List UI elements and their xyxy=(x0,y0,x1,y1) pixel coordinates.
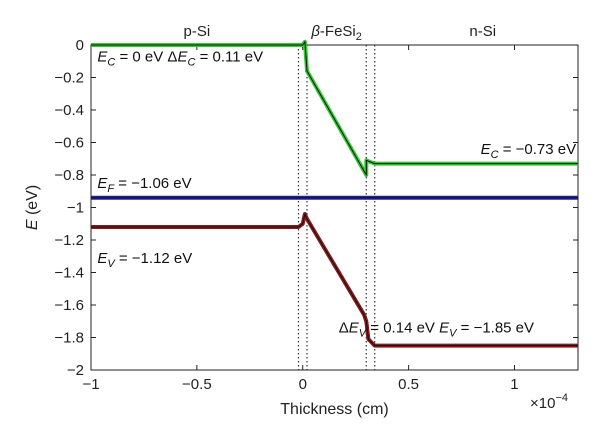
y-tick-label-0: 0 xyxy=(76,37,84,54)
series-ec-core xyxy=(91,41,578,176)
y-tick-label-2: −0.4 xyxy=(54,102,84,119)
y-tick-label-3: −0.6 xyxy=(54,135,84,152)
x-tick-label-1: −0.5 xyxy=(182,376,212,393)
y-axis-title: E (eV) xyxy=(24,185,41,230)
x-tick-label-0: −1 xyxy=(82,376,99,393)
y-tick-label-6: −1.2 xyxy=(54,232,84,249)
annotation-ev-pSi: EV = −1.12 eV xyxy=(97,250,192,270)
annotation-ev-nSi: ΔEV = 0.14 eV EV = −1.85 eV xyxy=(339,320,534,340)
y-tick-label-9: −1.8 xyxy=(54,330,84,347)
region-label-p-si: p-Si xyxy=(184,23,211,40)
y-tick-label-8: −1.6 xyxy=(54,297,84,314)
x-axis-title: Thickness (cm) xyxy=(280,401,388,418)
region-label-fesi2: β-FeSi2 xyxy=(310,23,362,43)
y-tick-label-7: −1.4 xyxy=(54,265,84,282)
x-axis-multiplier: ×10−4 xyxy=(530,392,568,412)
y-tick-label-10: −2 xyxy=(67,362,84,379)
plot-frame xyxy=(90,44,579,371)
series-ev-core xyxy=(91,213,578,347)
y-tick-label-5: −1 xyxy=(67,200,84,217)
region-label-n-si: n-Si xyxy=(469,23,496,40)
x-tick-label-2: 0 xyxy=(299,376,307,393)
annotation-ec-pSi: EC = 0 eV ΔEC = 0.11 eV xyxy=(97,48,263,68)
x-tick-label-4: 1 xyxy=(510,376,518,393)
annotation-ef: EF = −1.06 eV xyxy=(97,175,191,195)
y-tick-label-4: −0.8 xyxy=(54,167,84,184)
x-tick-label-3: 0.5 xyxy=(398,376,419,393)
y-tick-label-1: −0.2 xyxy=(54,70,84,87)
annotation-ec-nSi: EC = −0.73 eV xyxy=(481,141,577,161)
